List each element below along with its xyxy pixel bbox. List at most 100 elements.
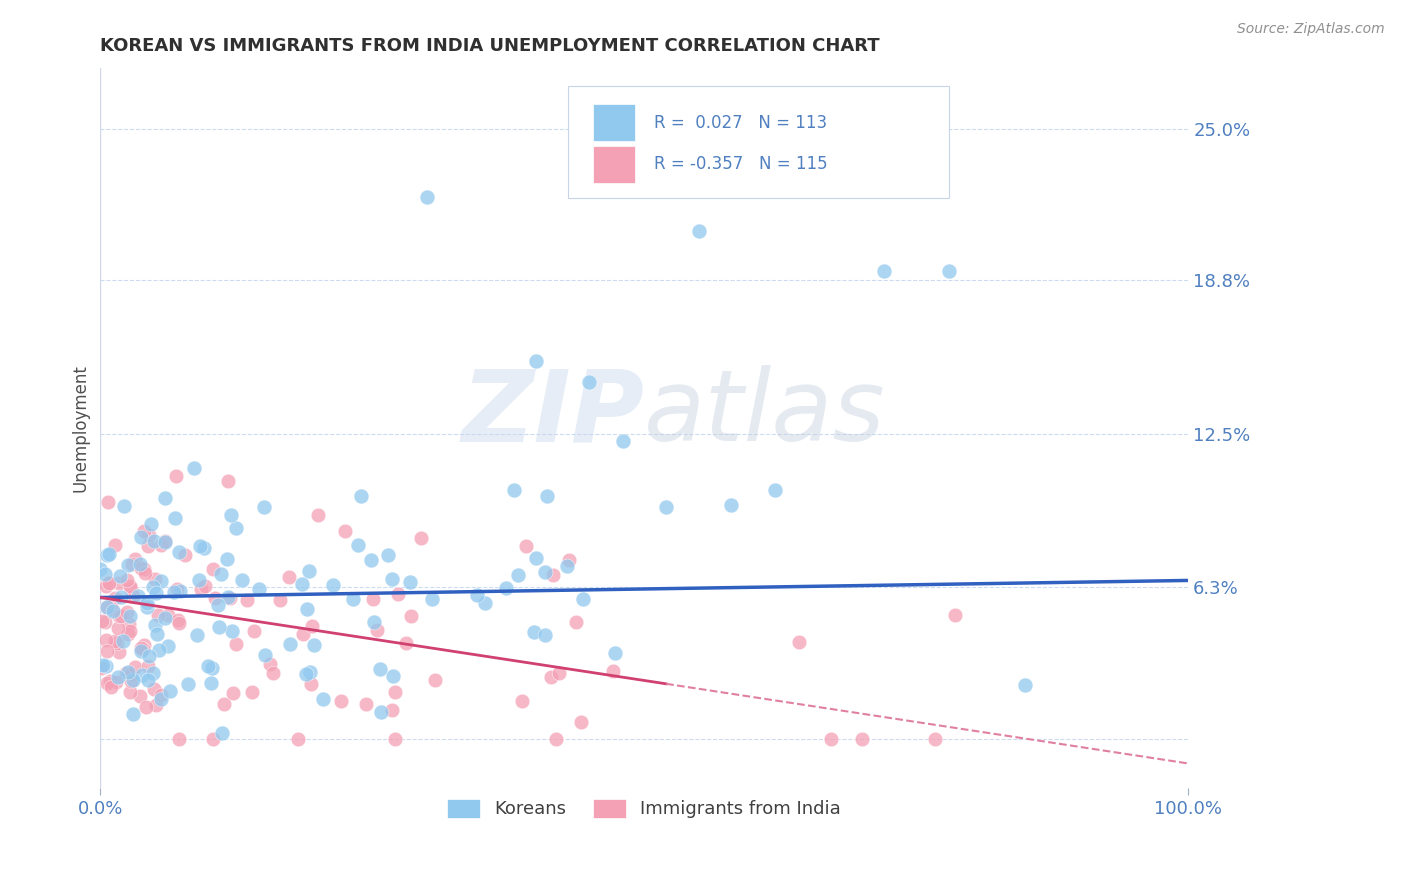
Point: [207, 598, 229, 612]
Point: [409, 531, 432, 545]
Point: [209, 567, 232, 582]
Point: [124, 659, 146, 673]
Point: [136, 658, 159, 673]
Point: [110, 569, 132, 583]
Point: [121, 707, 143, 722]
Point: [186, 628, 208, 642]
Point: [96, 676, 118, 690]
Point: [495, 581, 517, 595]
Text: Source: ZipAtlas.com: Source: ZipAtlas.com: [1237, 22, 1385, 37]
Point: [377, 548, 399, 562]
Point: [167, 615, 190, 630]
Point: [136, 596, 159, 610]
Point: [572, 592, 595, 607]
Point: [131, 561, 153, 575]
Point: [287, 732, 309, 747]
Point: [177, 677, 200, 691]
Point: [221, 624, 243, 639]
Point: [200, 676, 222, 690]
Point: [118, 609, 141, 624]
Point: [363, 615, 385, 630]
Point: [399, 575, 422, 590]
Point: [136, 673, 159, 687]
Point: [540, 670, 562, 684]
Point: [217, 590, 239, 604]
Point: [97, 547, 120, 561]
Point: [322, 578, 344, 592]
Point: [127, 589, 149, 603]
Point: [117, 627, 139, 641]
Point: [381, 703, 404, 717]
Point: [219, 508, 242, 522]
Point: [423, 673, 446, 687]
Legend: Koreans, Immigrants from India: Koreans, Immigrants from India: [440, 792, 848, 826]
Point: [506, 568, 529, 582]
Point: [502, 483, 524, 497]
Point: [135, 599, 157, 614]
Point: [166, 582, 188, 596]
Point: [94, 579, 117, 593]
Point: [253, 648, 276, 663]
Point: [278, 637, 301, 651]
Point: [202, 732, 225, 747]
Point: [108, 645, 131, 659]
Point: [98, 674, 121, 689]
Point: [381, 669, 404, 683]
Point: [361, 591, 384, 606]
Point: [201, 562, 224, 576]
Point: [155, 534, 177, 549]
Point: [120, 582, 142, 597]
Point: [851, 732, 873, 747]
Point: [350, 489, 373, 503]
Point: [129, 641, 152, 656]
Point: [269, 593, 291, 607]
Point: [129, 530, 152, 544]
FancyBboxPatch shape: [593, 104, 634, 142]
Point: [117, 665, 139, 679]
Point: [416, 190, 439, 204]
Point: [938, 263, 960, 277]
Point: [381, 573, 404, 587]
Point: [524, 551, 547, 566]
Point: [153, 610, 176, 624]
Point: [96, 644, 118, 658]
Point: [145, 573, 167, 587]
Point: [384, 684, 406, 698]
Point: [167, 545, 190, 559]
Point: [312, 692, 335, 706]
Point: [96, 599, 118, 614]
Point: [104, 537, 127, 551]
Point: [90, 614, 112, 628]
Point: [301, 619, 323, 633]
Point: [602, 664, 624, 678]
Point: [112, 634, 135, 648]
Point: [820, 732, 842, 747]
Point: [89, 562, 111, 576]
Point: [578, 375, 600, 389]
Point: [148, 642, 170, 657]
Point: [188, 573, 211, 587]
Point: [197, 659, 219, 673]
Point: [298, 564, 321, 578]
Point: [217, 474, 239, 488]
Point: [118, 616, 141, 631]
Point: [131, 668, 153, 682]
Point: [720, 498, 742, 512]
Point: [91, 657, 114, 672]
Point: [107, 621, 129, 635]
Point: [139, 516, 162, 531]
Point: [121, 557, 143, 571]
Point: [236, 592, 259, 607]
Point: [108, 608, 131, 623]
Point: [138, 527, 160, 541]
Point: [117, 558, 139, 573]
Text: R =  0.027   N = 113: R = 0.027 N = 113: [654, 113, 827, 132]
Point: [541, 568, 564, 582]
Point: [101, 604, 124, 618]
Point: [193, 541, 215, 555]
Point: [262, 666, 284, 681]
Point: [149, 574, 172, 589]
Point: [96, 548, 118, 562]
Point: [612, 434, 634, 449]
Point: [533, 628, 555, 642]
